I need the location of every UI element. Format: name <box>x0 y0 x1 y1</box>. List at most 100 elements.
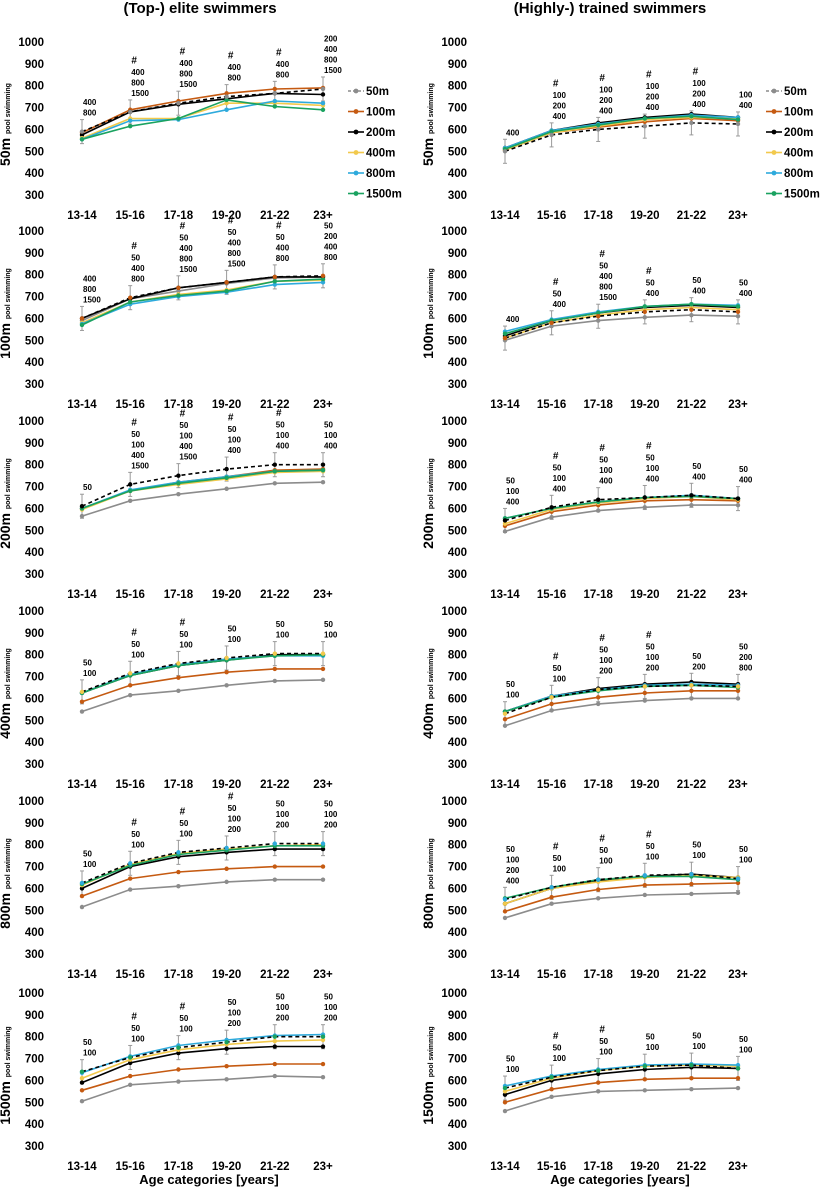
significance-label: 100 <box>739 1045 753 1054</box>
x-tick-label: 21-22 <box>677 589 706 601</box>
significance-hash: # <box>180 47 186 58</box>
significance-label: 50 <box>276 421 285 430</box>
y-tick-label: 1000 <box>18 416 44 428</box>
y-tick-label: 700 <box>25 672 44 684</box>
data-point-100m <box>642 882 647 888</box>
data-point-200m <box>502 1092 508 1097</box>
data-point-50m <box>128 887 133 892</box>
y-axis-label: 100m pool swimming <box>0 268 13 359</box>
y-tick-label: 900 <box>448 248 467 260</box>
data-point-1500m <box>79 137 85 142</box>
y-tick-label: 500 <box>25 335 44 347</box>
significance-label: 100 <box>506 855 520 864</box>
legend-label: 200m <box>784 127 813 139</box>
x-tick-label: 19-20 <box>630 210 659 222</box>
y-tick-label: 1000 <box>441 988 467 1000</box>
y-tick-label: 300 <box>448 949 467 961</box>
legend-label: 50m <box>784 86 807 98</box>
significance-label: 50 <box>276 993 285 1002</box>
significance-label: 800 <box>131 275 145 284</box>
data-point-200m <box>79 504 85 509</box>
significance-label: 50 <box>324 421 333 430</box>
y-tick-label: 400 <box>448 547 467 559</box>
significance-hash: # <box>131 55 137 66</box>
significance-label: 100 <box>692 851 706 860</box>
data-point-50m <box>176 1079 181 1084</box>
significance-label: 200 <box>599 96 613 105</box>
significance-label: 400 <box>739 476 753 485</box>
series-line-100m <box>81 1063 323 1092</box>
x-tick-label: 17-18 <box>164 210 194 222</box>
y-tick-label: 500 <box>448 905 467 917</box>
x-tick-label: 21-22 <box>677 969 706 981</box>
significance-label: 100 <box>228 436 242 445</box>
data-point-50m <box>549 1094 554 1100</box>
y-tick-label: 600 <box>25 693 44 705</box>
chart-panel: 300 400 500 600 700 800 900 1000 13-14 15-16 17-18… <box>0 408 338 601</box>
x-tick-label: 17-18 <box>164 589 194 601</box>
data-point-1500m <box>320 467 326 473</box>
data-point-800m <box>272 841 277 846</box>
significance-hash: # <box>228 51 234 62</box>
x-tick-label: 19-20 <box>212 589 241 601</box>
data-point-100m <box>642 690 647 696</box>
x-tick-label: 19-20 <box>630 399 659 411</box>
data-point-1500m <box>642 116 647 121</box>
significance-label: 100 <box>553 474 567 483</box>
significance-label: 400 <box>228 238 242 247</box>
series-line-50m <box>504 697 738 727</box>
data-point-100m <box>596 314 601 319</box>
legend-item-1500m: 1500m <box>348 189 402 201</box>
data-point-100m <box>79 893 85 899</box>
data-point-100m <box>689 1076 694 1081</box>
data-point-1500m <box>272 279 277 284</box>
significance-label: 400 <box>131 451 145 460</box>
significance-label: 400 <box>506 497 520 506</box>
data-point-800m <box>128 861 133 866</box>
y-tick-label: 700 <box>448 103 467 115</box>
data-point-100m <box>502 909 508 914</box>
significance-hash: # <box>180 617 186 628</box>
x-tick-label: 13-14 <box>490 399 520 411</box>
series-line-1500m <box>81 99 324 141</box>
legend-label: 800m <box>366 168 395 180</box>
y-tick-label: 700 <box>448 1054 467 1066</box>
significance-hash: # <box>228 791 234 802</box>
series-line-50m <box>81 88 324 133</box>
significance-label: 800 <box>324 253 338 262</box>
significance-label: 50 <box>599 262 608 271</box>
x-tick-label: 13-14 <box>67 210 97 222</box>
data-point-50m <box>549 708 554 713</box>
data-point-400m <box>549 695 554 700</box>
y-tick-label: 300 <box>448 569 467 581</box>
chart-panel: 300 400 500 600 700 800 900 1000 13-14 15-16 17-18… <box>0 606 338 791</box>
data-point-50m <box>642 698 647 703</box>
x-tick-label: 15-16 <box>537 589 566 601</box>
column-title-elite: (Top-) elite swimmers <box>123 0 276 17</box>
significance-label: 50 <box>739 642 748 651</box>
legend-marker <box>353 191 359 196</box>
x-tick-label: 15-16 <box>537 1161 566 1173</box>
data-point-50m <box>642 892 647 898</box>
data-point-200m <box>320 846 326 852</box>
significance-hash: # <box>276 220 282 231</box>
data-point-400m <box>502 1089 508 1094</box>
significance-hash: # <box>180 1002 186 1013</box>
significance-label: 800 <box>179 70 193 79</box>
series-line-200m <box>504 1066 739 1096</box>
significance-hash: # <box>553 1031 559 1042</box>
x-tick-label: 21-22 <box>677 1161 706 1173</box>
data-point-200m <box>549 505 554 510</box>
legend-marker <box>353 170 359 176</box>
significance-hash: # <box>646 441 652 452</box>
significance-label: 50 <box>506 680 515 689</box>
data-point-1500m <box>79 1069 85 1074</box>
y-tick-label: 600 <box>25 1075 44 1087</box>
significance-label: 50 <box>131 640 140 649</box>
data-point-50m <box>549 514 554 520</box>
significance-label: 800 <box>179 254 193 263</box>
series-line-100m <box>81 275 324 320</box>
significance-label: 50 <box>276 620 285 629</box>
data-point-50m <box>224 683 229 688</box>
y-tick-label: 700 <box>25 103 44 115</box>
